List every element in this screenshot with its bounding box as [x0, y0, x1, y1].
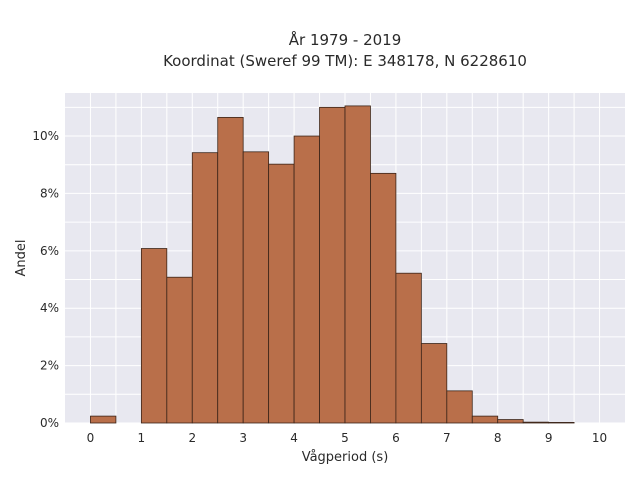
x-tick-label: 8: [494, 431, 502, 445]
y-tick-label: 10%: [32, 129, 59, 143]
histogram-bar: [319, 106, 346, 424]
histogram-bar: [395, 272, 422, 424]
x-tick-label: 0: [87, 431, 95, 445]
x-axis-ticks: 0 1 2 3 4 5 6 7 8 9 10: [87, 431, 608, 445]
x-tick-label: 4: [290, 431, 298, 445]
y-tick-label: 4%: [40, 301, 59, 315]
histogram-bar: [548, 422, 575, 424]
y-axis-label: Andel: [14, 240, 29, 277]
x-tick-label: 6: [392, 431, 400, 445]
histogram-bar: [90, 415, 117, 424]
histogram-bar: [242, 151, 270, 424]
histogram-bar: [471, 415, 499, 424]
histogram-bar: [446, 390, 473, 424]
histogram-bar: [497, 419, 524, 424]
x-tick-label: 3: [239, 431, 247, 445]
chart-title-line-1: År 1979 - 2019: [289, 30, 402, 49]
histogram-bar: [268, 163, 295, 424]
y-tick-label: 0%: [40, 416, 59, 430]
x-tick-label: 5: [341, 431, 349, 445]
x-tick-label: 10: [592, 431, 607, 445]
histogram-bars: [90, 105, 575, 424]
histogram-bar: [166, 276, 193, 424]
y-axis-ticks: 0% 2% 4% 6% 8% 10%: [32, 129, 59, 430]
x-tick-label: 1: [138, 431, 146, 445]
histogram-bar: [370, 172, 397, 424]
y-tick-label: 8%: [40, 186, 59, 200]
histogram-bar: [522, 421, 550, 424]
histogram-bar: [420, 343, 448, 424]
x-tick-label: 2: [188, 431, 196, 445]
x-axis-label: Vågperiod (s): [302, 450, 389, 465]
histogram-bar: [293, 135, 320, 424]
y-tick-label: 6%: [40, 244, 59, 258]
histogram-bar: [140, 248, 168, 424]
histogram-bar: [217, 116, 244, 424]
histogram-bar: [191, 152, 219, 424]
y-tick-label: 2%: [40, 359, 59, 373]
x-tick-label: 7: [443, 431, 451, 445]
histogram-bar: [344, 105, 371, 424]
chart-title-line-2: Koordinat (Sweref 99 TM): E 348178, N 62…: [163, 52, 527, 70]
x-tick-label: 9: [545, 431, 553, 445]
